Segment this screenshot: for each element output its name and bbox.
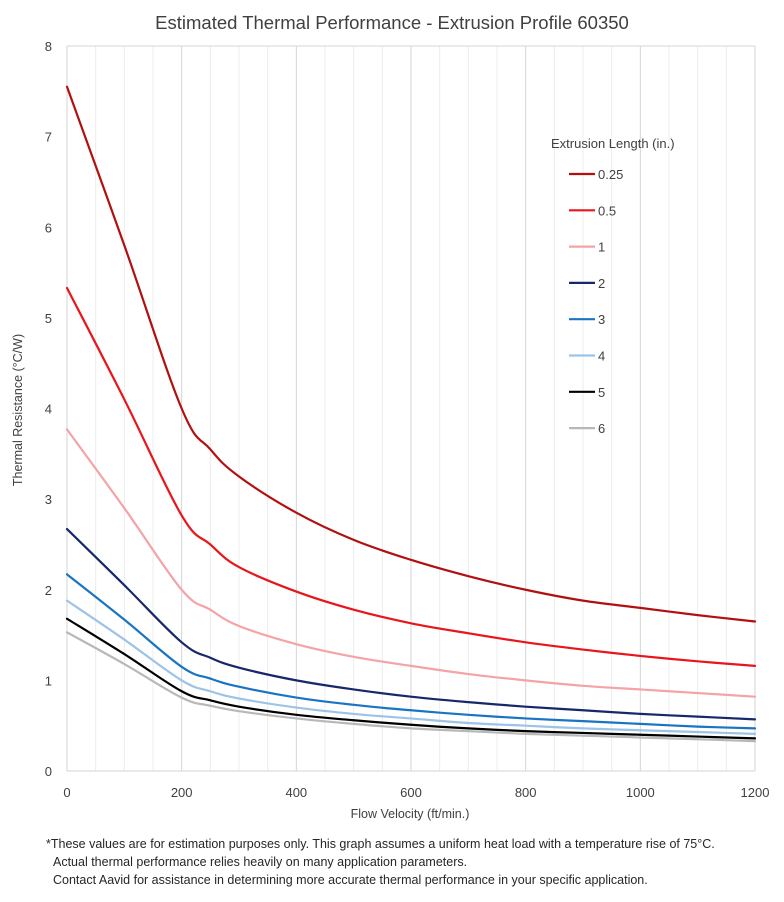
legend-label: 3 bbox=[598, 312, 605, 327]
chart-title: Estimated Thermal Performance - Extrusio… bbox=[155, 12, 629, 33]
legend-title: Extrusion Length (in.) bbox=[551, 136, 675, 151]
series-line-6 bbox=[65, 631, 757, 743]
axis-ticks: 0 200 400 600 800 1000 1200 0 1 2 3 4 5 6 7 8 bbox=[45, 39, 770, 800]
grid bbox=[66, 45, 756, 772]
y-tick-label: 0 bbox=[45, 764, 52, 779]
legend-label: 4 bbox=[598, 349, 605, 364]
series-line-2 bbox=[65, 527, 757, 721]
x-tick-label: 0 bbox=[63, 785, 70, 800]
y-tick-label: 1 bbox=[45, 673, 52, 688]
footnote-line-1: *These values are for estimation purpose… bbox=[46, 837, 715, 851]
legend-label: 5 bbox=[598, 385, 605, 400]
x-tick-label: 1200 bbox=[741, 785, 770, 800]
y-axis-label: Thermal Resistance (°C/W) bbox=[11, 334, 25, 486]
series-line-0.5 bbox=[65, 286, 757, 667]
y-tick-label: 6 bbox=[45, 220, 52, 235]
y-tick-label: 4 bbox=[45, 402, 52, 417]
series-line-1 bbox=[65, 428, 757, 698]
x-tick-label: 200 bbox=[171, 785, 193, 800]
y-tick-label: 5 bbox=[45, 311, 52, 326]
x-tick-label: 1000 bbox=[626, 785, 655, 800]
series-line-3 bbox=[65, 573, 757, 730]
series-lines bbox=[65, 85, 757, 743]
series-line-5 bbox=[65, 617, 757, 740]
legend-label: 1 bbox=[598, 240, 605, 255]
series-line-0.25 bbox=[65, 85, 757, 623]
legend-label: 2 bbox=[598, 276, 605, 291]
x-tick-label: 800 bbox=[515, 785, 537, 800]
y-tick-label: 7 bbox=[45, 130, 52, 145]
series-line-4 bbox=[65, 599, 757, 735]
legend-label: 6 bbox=[598, 421, 605, 436]
y-tick-label: 2 bbox=[45, 583, 52, 598]
x-tick-label: 600 bbox=[400, 785, 422, 800]
legend-label: 0.25 bbox=[598, 167, 623, 182]
footnote-line-3: Contact Aavid for assistance in determin… bbox=[53, 873, 648, 887]
legend-label: 0.5 bbox=[598, 203, 616, 218]
footnote-line-2: Actual thermal performance relies heavil… bbox=[53, 855, 468, 869]
y-tick-label: 8 bbox=[45, 39, 52, 54]
y-tick-label: 3 bbox=[45, 492, 52, 507]
x-tick-label: 400 bbox=[285, 785, 307, 800]
legend: Extrusion Length (in.) 0.25 0.5 1 2 3 4 5 6 bbox=[551, 136, 675, 436]
x-axis-label: Flow Velocity (ft/min.) bbox=[351, 807, 470, 821]
